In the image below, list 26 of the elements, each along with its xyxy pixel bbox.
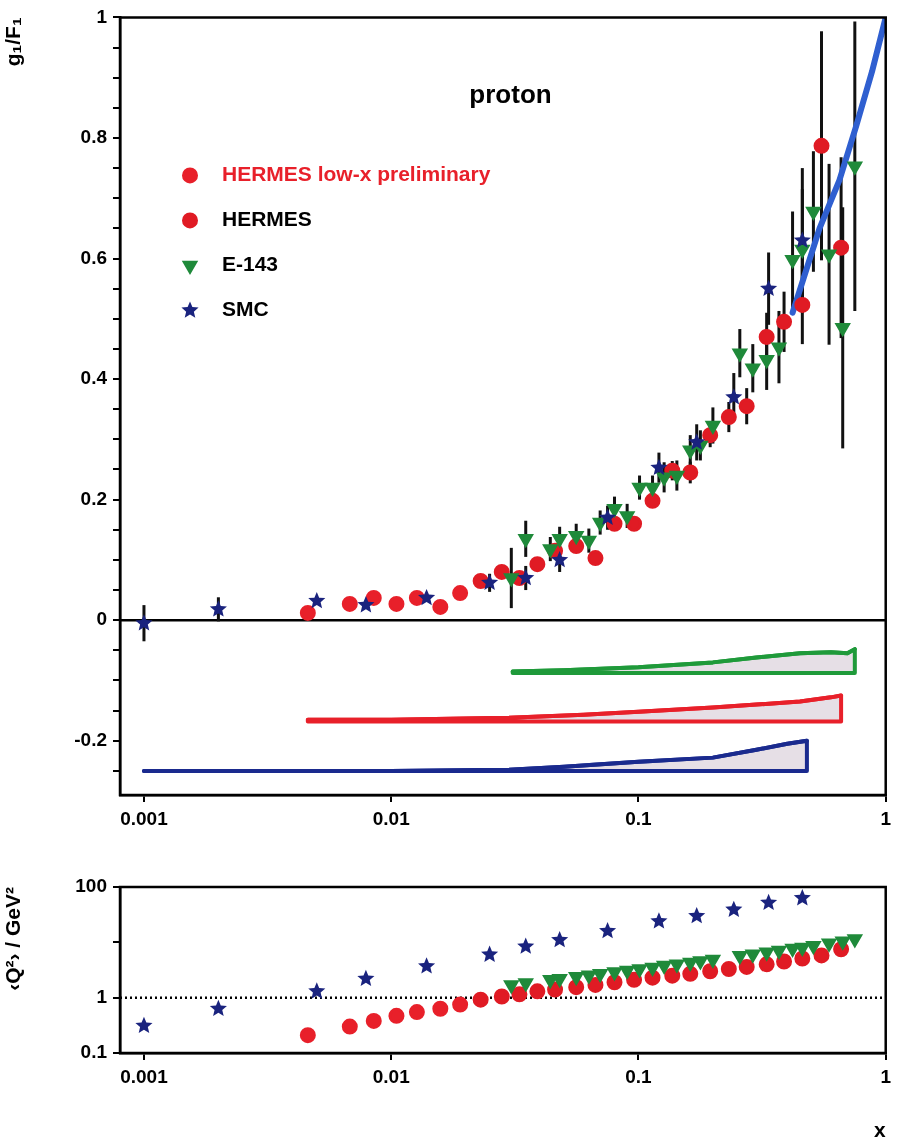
y-tick-label: 0.2	[80, 487, 107, 509]
y-tick-label: 0.4	[80, 367, 108, 389]
x-tick-label: 0.001	[120, 1065, 169, 1087]
x-tick-label: 0.1	[625, 807, 653, 829]
y-tick-label: 0	[96, 608, 107, 630]
y-axis-title: g₁/F₁	[1, 17, 25, 67]
y-tick-label: 0.1	[80, 1041, 108, 1063]
legend-label: HERMES	[222, 207, 312, 231]
y-axis-title: ‹Q²› / GeV²	[1, 887, 25, 991]
x-tick-label: 0.001	[120, 807, 169, 829]
x-tick-label: 1	[880, 1065, 892, 1087]
legend-label: SMC	[222, 297, 269, 321]
x-tick-label: 0.01	[372, 1065, 411, 1087]
y-tick-label: 100	[75, 875, 107, 897]
y-tick-label: 1	[96, 985, 108, 1007]
y-tick-label: 1	[96, 5, 108, 27]
x-tick-label: 0.01	[372, 807, 411, 829]
legend-label: E-143	[222, 252, 279, 276]
x-tick-label: 0.1	[625, 1065, 653, 1087]
x-tick-label: 1	[880, 807, 892, 829]
legend-label: HERMES low-x preliminary	[222, 162, 491, 186]
y-tick-label: 0.6	[80, 246, 107, 268]
annotation: proton	[469, 78, 552, 109]
y-tick-label: -0.2	[74, 728, 107, 750]
x-axis-title: x	[874, 1118, 887, 1142]
y-tick-label: 0.8	[80, 126, 107, 148]
